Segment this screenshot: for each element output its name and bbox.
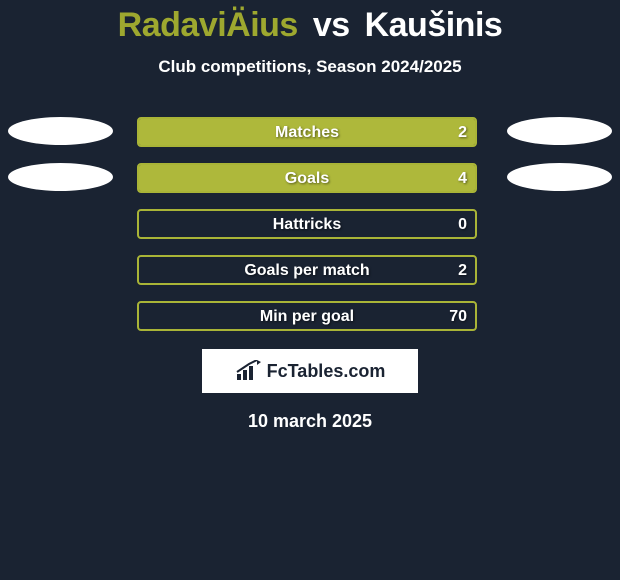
- stat-row: Goals per match2: [0, 255, 620, 285]
- stat-value: 4: [458, 165, 467, 193]
- player-marker-left: [8, 117, 113, 145]
- stat-bar: Goals per match2: [137, 255, 477, 285]
- page-title: RadaviÄius vs Kaušinis: [0, 0, 620, 45]
- stat-value: 2: [458, 119, 467, 147]
- title-player1: RadaviÄius: [118, 6, 298, 44]
- title-vs: vs: [313, 6, 350, 44]
- player-marker-right: [507, 163, 612, 191]
- subtitle: Club competitions, Season 2024/2025: [0, 57, 620, 77]
- stat-row: Hattricks0: [0, 209, 620, 239]
- stats-rows: Matches2Goals4Hattricks0Goals per match2…: [0, 117, 620, 331]
- date-label: 10 march 2025: [0, 411, 620, 432]
- comparison-card: RadaviÄius vs Kaušinis Club competitions…: [0, 0, 620, 580]
- stat-value: 70: [449, 303, 467, 331]
- title-player2: Kaušinis: [365, 6, 503, 44]
- stat-label: Goals per match: [139, 257, 475, 285]
- player-marker-left: [8, 163, 113, 191]
- stat-row: Goals4: [0, 163, 620, 193]
- stat-bar: Goals4: [137, 163, 477, 193]
- fctables-logo[interactable]: FcTables.com: [202, 349, 418, 393]
- stat-label: Hattricks: [139, 211, 475, 239]
- stat-row: Min per goal70: [0, 301, 620, 331]
- stat-row: Matches2: [0, 117, 620, 147]
- chart-icon: [235, 360, 261, 382]
- stat-bar: Hattricks0: [137, 209, 477, 239]
- logo-text: FcTables.com: [267, 361, 386, 382]
- player-marker-right: [507, 117, 612, 145]
- stat-value: 2: [458, 257, 467, 285]
- stat-bar: Min per goal70: [137, 301, 477, 331]
- stat-label: Goals: [139, 165, 475, 193]
- stat-label: Matches: [139, 119, 475, 147]
- stat-bar: Matches2: [137, 117, 477, 147]
- stat-value: 0: [458, 211, 467, 239]
- stat-label: Min per goal: [139, 303, 475, 331]
